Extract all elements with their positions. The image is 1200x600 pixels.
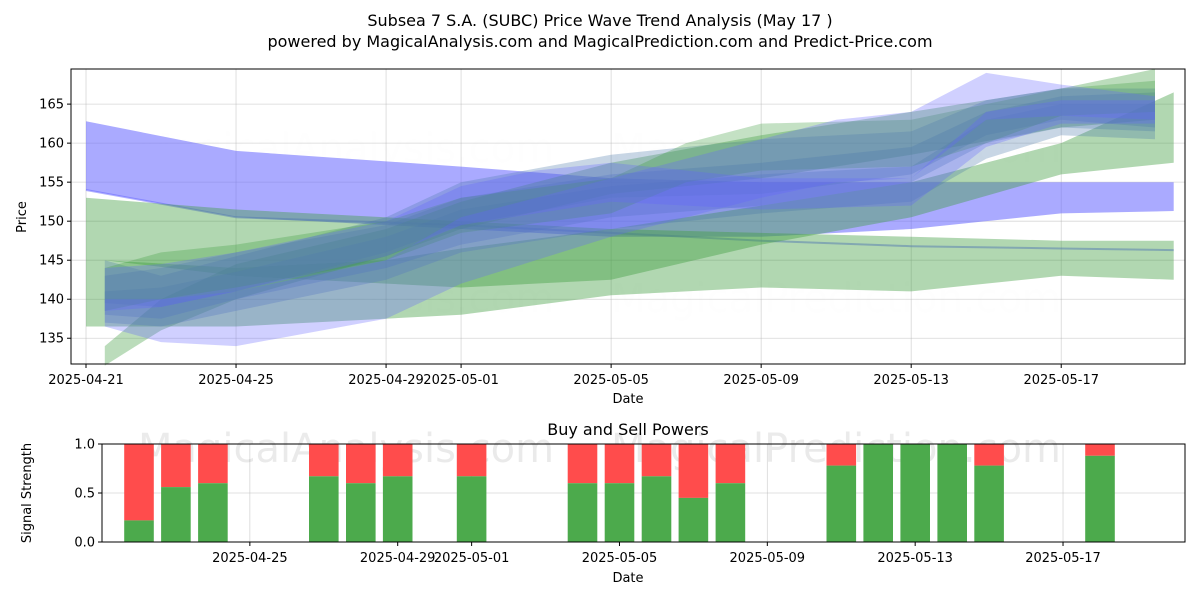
price-y-axis-label: Price bbox=[15, 201, 30, 233]
sell-bar bbox=[567, 444, 598, 484]
buy-bar bbox=[937, 444, 967, 542]
price-plot-frame bbox=[70, 68, 1186, 365]
sell-bar bbox=[604, 444, 635, 484]
buy-bar bbox=[715, 483, 746, 542]
buy-bar bbox=[198, 483, 228, 542]
sell-bar bbox=[382, 444, 413, 477]
power-x-tick-label: 2025-04-29 bbox=[360, 551, 436, 566]
sell-bar bbox=[641, 444, 672, 477]
chart-title: Subsea 7 S.A. (SUBC) Price Wave Trend An… bbox=[367, 11, 832, 30]
wave-steel-wave-c bbox=[104, 104, 1155, 327]
price-y-tick-label: 135 bbox=[39, 332, 64, 347]
wave-green-wave-d bbox=[104, 80, 1155, 311]
power-y-tick-label: 0.0 bbox=[74, 536, 95, 551]
sell-bar bbox=[1085, 444, 1115, 456]
price-x-tick-label: 2025-05-01 bbox=[423, 373, 499, 388]
wave-steel-wave-a bbox=[104, 92, 1155, 319]
sell-bar bbox=[678, 444, 709, 498]
price-x-tick-label: 2025-04-25 bbox=[198, 373, 274, 388]
price-x-tick-label: 2025-05-09 bbox=[723, 373, 799, 388]
buy-bar bbox=[641, 476, 672, 542]
power-x-tick-label: 2025-05-01 bbox=[434, 551, 510, 566]
wave-blue-wave-mid bbox=[85, 189, 1174, 252]
price-x-tick-label: 2025-05-17 bbox=[1023, 373, 1099, 388]
sell-bar bbox=[124, 444, 154, 521]
wave-blue-wave-e bbox=[104, 72, 1155, 347]
chart-subtitle: powered by MagicalAnalysis.com and Magic… bbox=[267, 32, 932, 51]
buy-bar bbox=[382, 476, 413, 542]
price-wave-bands bbox=[85, 69, 1174, 366]
sell-bar bbox=[161, 444, 191, 488]
sell-bar bbox=[826, 444, 857, 466]
price-y-tick-label: 165 bbox=[39, 98, 64, 113]
price-x-tick-label: 2025-04-21 bbox=[48, 373, 124, 388]
buy-bar bbox=[900, 444, 930, 542]
price-y-tick-label: 160 bbox=[39, 137, 64, 152]
price-x-tick-label: 2025-04-29 bbox=[348, 373, 424, 388]
buy-bar bbox=[863, 444, 893, 542]
power-x-tick-label: 2025-05-05 bbox=[582, 551, 658, 566]
power-x-tick-label: 2025-05-09 bbox=[730, 551, 806, 566]
price-y-tick-label: 145 bbox=[39, 254, 64, 269]
buy-bar bbox=[1085, 455, 1115, 542]
price-y-tick-label: 150 bbox=[39, 215, 64, 230]
buy-bar bbox=[678, 497, 709, 542]
wave-green-wave-rising bbox=[104, 92, 1174, 288]
power-y-tick-label: 1.0 bbox=[74, 438, 95, 453]
price-x-tick-label: 2025-05-05 bbox=[573, 373, 649, 388]
price-x-ticks: 2025-04-21 2025-04-25 2025-04-29 2025-05-01… bbox=[48, 364, 1099, 388]
power-y-tick-label: 0.5 bbox=[74, 487, 95, 502]
price-y-ticks: 135 140 145 150 155 160 165 bbox=[39, 98, 71, 347]
wave-blue-wave-f bbox=[104, 100, 1155, 311]
wave-green-wave-early bbox=[104, 69, 1155, 366]
wave-steel-wave-b bbox=[104, 88, 1155, 307]
buy-bar bbox=[826, 465, 857, 542]
power-y-ticks: 0.0 0.5 1.0 bbox=[74, 438, 102, 551]
wave-blue-wave-long bbox=[86, 121, 1174, 237]
sell-bar bbox=[309, 444, 339, 477]
power-x-tick-label: 2025-05-17 bbox=[1025, 551, 1101, 566]
buy-bar bbox=[309, 476, 339, 542]
wave-green-wave-long bbox=[86, 197, 1174, 327]
sell-bar bbox=[346, 444, 376, 484]
buy-bar bbox=[567, 483, 598, 542]
buy-bar bbox=[456, 476, 487, 542]
buy-bar bbox=[346, 483, 376, 542]
power-chart: Buy and Sell Powers MagicalAnalysis.com … bbox=[20, 420, 1186, 586]
price-y-tick-label: 155 bbox=[39, 176, 64, 191]
buy-bar bbox=[124, 520, 154, 542]
sell-bar bbox=[715, 444, 746, 484]
power-x-axis-label: Date bbox=[612, 571, 643, 586]
power-y-axis-label: Signal Strength bbox=[20, 443, 35, 543]
price-x-axis-label: Date bbox=[612, 392, 643, 407]
sell-bar bbox=[974, 444, 1004, 466]
sell-bar bbox=[198, 444, 228, 484]
price-y-tick-label: 140 bbox=[39, 293, 64, 308]
power-x-tick-label: 2025-05-13 bbox=[877, 551, 953, 566]
buy-bar bbox=[161, 487, 191, 542]
buy-bar bbox=[974, 465, 1004, 542]
power-bars bbox=[124, 444, 1115, 542]
buy-bar bbox=[604, 483, 635, 542]
power-x-tick-label: 2025-04-25 bbox=[212, 551, 288, 566]
price-x-tick-label: 2025-05-13 bbox=[873, 373, 949, 388]
price-chart: MagicalAnalysis.com MagicalPrediction.co… bbox=[15, 68, 1186, 407]
power-chart-title: Buy and Sell Powers bbox=[547, 420, 709, 439]
sell-bar bbox=[456, 444, 487, 477]
